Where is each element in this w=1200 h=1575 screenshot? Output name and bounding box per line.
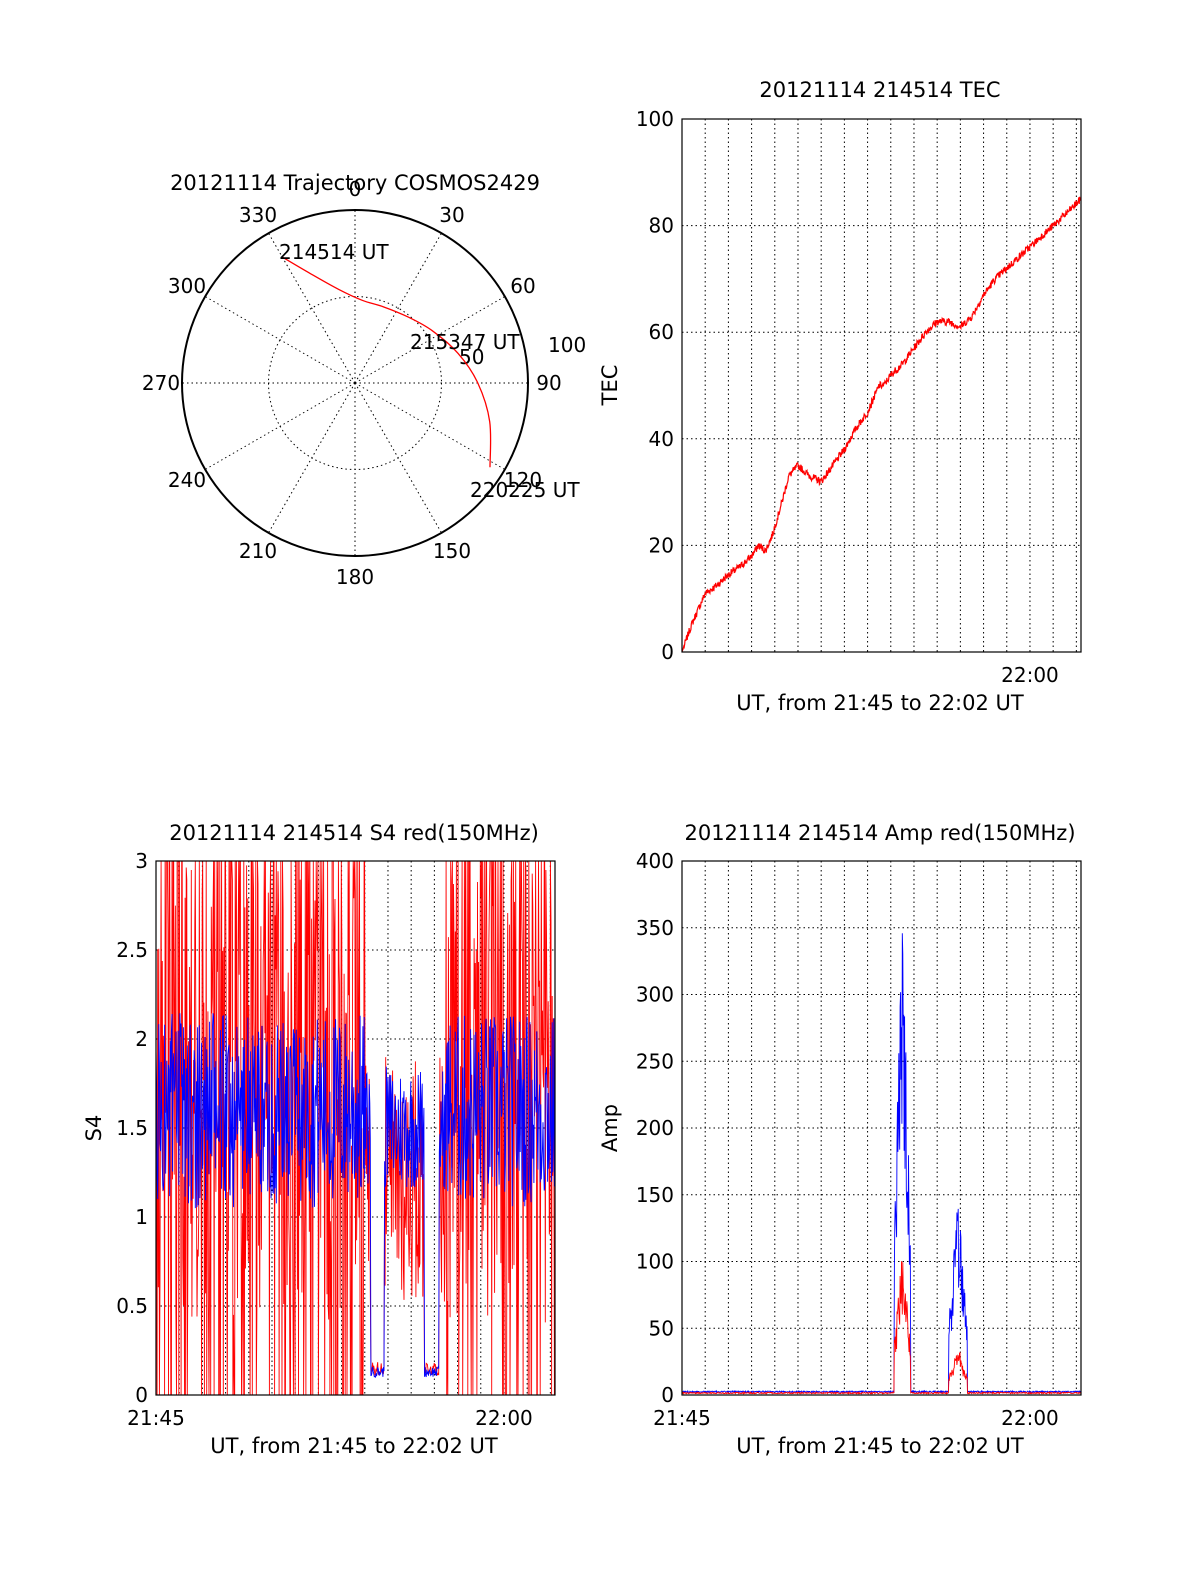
trajectory-line [281, 256, 492, 468]
trajectory-label-start: 214514 UT [279, 240, 389, 264]
amp-xtick-label: 21:45 [653, 1406, 711, 1430]
s4-xlabel: UT, from 21:45 to 22:02 UT [210, 1434, 498, 1458]
s4-xtick-label: 21:45 [127, 1406, 185, 1430]
trajectory-label-end: 220225 UT [470, 478, 580, 502]
amp-yticks: 0 50 100 150 200 250 300 350 400 [636, 849, 674, 1407]
tec-title: 20121114 214514 TEC [759, 78, 1000, 102]
tec-xlabel: UT, from 21:45 to 22:02 UT [736, 691, 1024, 715]
tec-ytick-label: 40 [649, 427, 674, 451]
amp-ytick-label: 50 [649, 1316, 674, 1340]
s4-ytick-label: 0.5 [116, 1294, 148, 1318]
s4-yticks: 0 0.5 1 1.5 2 2.5 3 [116, 849, 148, 1407]
amp-grid [682, 860, 1081, 1396]
tec-ytick-label: 0 [661, 640, 674, 664]
polar-title: 20121114 Trajectory COSMOS2429 [170, 171, 540, 195]
s4-ylabel: S4 [82, 1115, 106, 1142]
s4-ytick-label: 0 [135, 1383, 148, 1407]
polar-ring-label-50: 50 [459, 345, 484, 369]
s4-ytick-label: 1 [135, 1205, 148, 1229]
polar-spoke-120 [354, 382, 506, 470]
s4-title: 20121114 214514 S4 red(150MHz) [169, 821, 539, 845]
tec-line [681, 196, 1082, 653]
polar-spoke-30 [354, 232, 442, 384]
amp-ytick-label: 100 [636, 1250, 674, 1274]
amp-ytick-label: 350 [636, 916, 674, 940]
amp-xticks: 21:45 22:00 [653, 1406, 1059, 1430]
polar-outer-circle [181, 209, 529, 557]
amp-ytick-label: 150 [636, 1183, 674, 1207]
amp-frame [681, 860, 1082, 1396]
polar-spoke-210 [268, 382, 356, 534]
amp-title: 20121114 214514 Amp red(150MHz) [684, 821, 1075, 845]
s4-panel: 20121114 214514 S4 red(150MHz) 0 0.5 1 1.5 2… [82, 821, 556, 1458]
tec-xtick-label: 22:00 [1001, 663, 1059, 687]
polar-spoke-60 [354, 296, 506, 384]
polar-azimuth-label: 210 [239, 539, 277, 563]
polar-spoke-300 [204, 296, 356, 384]
amp-ytick-label: 200 [636, 1116, 674, 1140]
tec-ytick-label: 60 [649, 320, 674, 344]
tec-ylabel: TEC [598, 365, 622, 407]
polar-azimuth-label: 300 [168, 274, 206, 298]
polar-azimuth-label: 150 [433, 539, 471, 563]
tec-yticks: 0 20 40 60 80 100 [636, 107, 674, 664]
tec-panel: 20121114 214514 TEC 0 20 40 60 80 100 22:00 T… [598, 78, 1082, 715]
tec-ytick-label: 20 [649, 533, 674, 557]
polar-azimuth-label: 330 [239, 203, 277, 227]
s4-ytick-label: 3 [135, 849, 148, 873]
amp-xtick-label: 22:00 [1001, 1406, 1059, 1430]
s4-xtick-label: 22:00 [475, 1406, 533, 1430]
amp-xlabel: UT, from 21:45 to 22:02 UT [736, 1434, 1024, 1458]
polar-azimuth-label: 30 [439, 203, 464, 227]
polar-azimuth-label: 180 [336, 565, 374, 589]
s4-frame [155, 860, 556, 1396]
polar-grid [182, 210, 528, 556]
amp-red-series [681, 1261, 1082, 1395]
polar-ring-label-100: 100 [548, 333, 586, 357]
amp-ytick-label: 300 [636, 983, 674, 1007]
tec-frame [681, 118, 1082, 653]
s4-ytick-label: 2.5 [116, 938, 148, 962]
amp-blue-series [681, 933, 1082, 1394]
s4-blue-series [155, 1013, 556, 1379]
amp-ytick-label: 0 [661, 1383, 674, 1407]
s4-ytick-label: 1.5 [116, 1116, 148, 1140]
polar-azimuth-label: 90 [536, 371, 561, 395]
polar-spoke-150 [354, 382, 442, 534]
tec-xticks: 22:00 [1001, 663, 1059, 687]
polar-spoke-240 [204, 382, 356, 470]
polar-azimuth-label: 60 [510, 274, 535, 298]
polar-panel: 20121114 Trajectory COSMOS2429 0 30 60 90 12… [142, 171, 586, 589]
s4-ytick-label: 2 [135, 1027, 148, 1051]
polar-azimuth-labels: 0 30 60 90 120 150 180 210 240 270 300 330 [142, 177, 562, 589]
amp-panel: 20121114 214514 Amp red(150MHz) 0 50 100 15… [598, 821, 1082, 1458]
amp-ytick-label: 400 [636, 849, 674, 873]
polar-azimuth-label: 270 [142, 371, 180, 395]
s4-xticks: 21:45 22:00 [127, 1406, 533, 1430]
polar-azimuth-label: 0 [349, 177, 362, 201]
polar-azimuth-label: 240 [168, 468, 206, 492]
tec-ytick-label: 80 [649, 214, 674, 238]
polar-azimuth-label: 120 [504, 468, 542, 492]
amp-ytick-label: 250 [636, 1049, 674, 1073]
amp-ylabel: Amp [598, 1104, 622, 1152]
trajectory-label-mid: 215347 UT [410, 330, 520, 354]
tec-ytick-label: 100 [636, 107, 674, 131]
